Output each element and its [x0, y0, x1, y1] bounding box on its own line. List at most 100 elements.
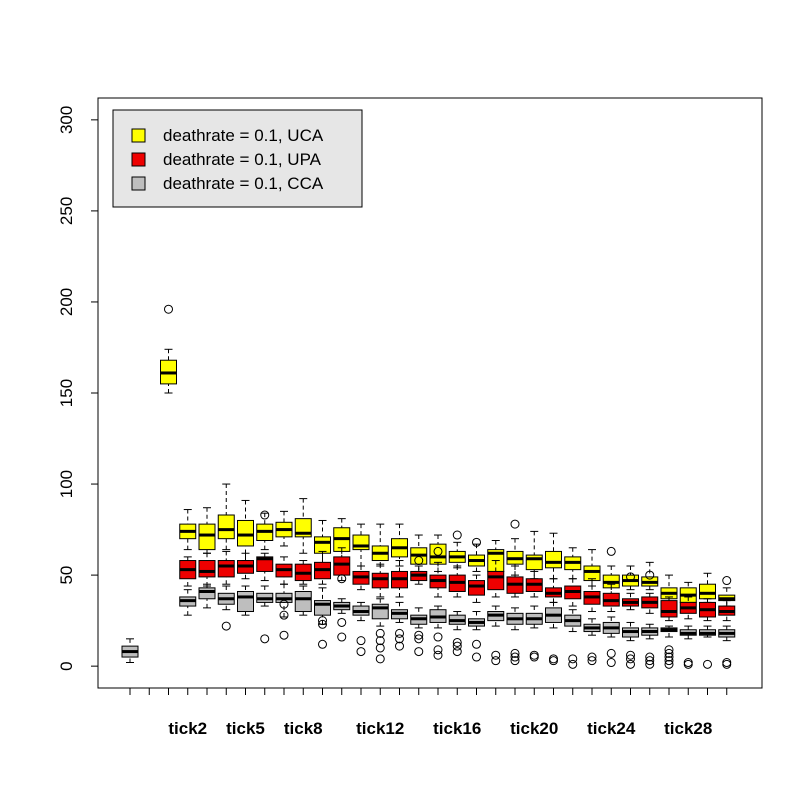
box-group: [602, 583, 620, 613]
box-group: [660, 625, 678, 669]
box-group: [660, 596, 678, 622]
box-group: [333, 547, 351, 584]
box: [371, 572, 389, 589]
plot-frame: [97, 97, 763, 689]
box-group: [237, 499, 254, 562]
outlier: [414, 556, 424, 566]
box-group: [294, 560, 312, 585]
outlier: [587, 656, 597, 666]
box-group: [525, 570, 543, 598]
outlier: [337, 574, 347, 584]
x-tick-label: tick8: [284, 719, 323, 738]
legend-box: [112, 109, 363, 208]
box-group: [468, 574, 485, 603]
box: [237, 519, 254, 547]
outlier: [529, 650, 539, 660]
outlier: [318, 619, 327, 629]
box-group: [121, 638, 139, 664]
legend-label: deathrate = 0.1, UCA: [163, 126, 324, 145]
box-group: [641, 623, 659, 669]
outlier: [279, 610, 289, 620]
outlier: [260, 510, 270, 520]
outlier: [664, 656, 674, 666]
box-group: [448, 611, 466, 657]
outlier: [645, 656, 655, 666]
outlier: [472, 639, 481, 649]
box-group: [525, 605, 543, 662]
box-group: [468, 537, 485, 572]
box-group: [391, 560, 408, 598]
outlier: [491, 650, 501, 660]
outlier: [337, 632, 347, 642]
outlier: [645, 659, 655, 669]
box-group: [487, 560, 505, 598]
x-tick-label: tick5: [226, 719, 265, 738]
box-group: [487, 605, 505, 666]
outlier: [568, 654, 578, 664]
box-group: [371, 598, 389, 664]
outlier: [606, 546, 616, 556]
outlier: [375, 636, 385, 646]
x-tick-label: tick28: [664, 719, 712, 738]
box-group: [699, 598, 716, 622]
outlier: [626, 659, 635, 669]
outlier: [626, 654, 635, 664]
box: [487, 570, 505, 591]
box: [468, 580, 485, 596]
x-tick-label: tick20: [510, 719, 558, 738]
outlier: [626, 650, 635, 660]
box-group: [448, 530, 466, 569]
box-group: [160, 304, 177, 394]
box: [314, 536, 331, 554]
x-tick-label: tick24: [587, 719, 636, 738]
box-group: [198, 583, 216, 609]
box-group: [275, 583, 293, 640]
box-group: [294, 585, 312, 616]
outlier: [433, 546, 443, 556]
outlier: [683, 658, 693, 668]
outlier: [164, 304, 173, 314]
outlier: [510, 648, 520, 658]
box-group: [429, 605, 447, 660]
box-group: [256, 552, 274, 582]
outlier: [375, 654, 385, 664]
box-group: [275, 556, 293, 585]
outlier: [414, 647, 424, 657]
outlier: [606, 658, 616, 668]
box-group: [641, 561, 659, 591]
box-group: [506, 565, 524, 598]
box-group: [217, 483, 235, 551]
box-group: [294, 498, 312, 554]
box-group: [641, 592, 659, 614]
outlier: [472, 652, 481, 662]
legend-swatch: [131, 128, 146, 143]
box-group: [333, 598, 351, 642]
box-group: [371, 563, 389, 598]
outlier: [395, 628, 404, 638]
y-tick-label: 200: [57, 288, 76, 316]
outlier: [510, 519, 520, 529]
box-group: [217, 585, 235, 631]
box: [217, 560, 235, 578]
box-group: [545, 532, 562, 580]
outlier: [703, 659, 712, 669]
box-group: [622, 565, 639, 591]
outlier: [452, 530, 462, 540]
box-group: [718, 625, 736, 669]
outlier: [472, 537, 481, 547]
box-group: [198, 552, 216, 587]
box-group: [564, 547, 582, 580]
outlier: [395, 641, 404, 651]
box-group: [314, 587, 331, 649]
y-tick-label: 300: [57, 106, 76, 134]
box-group: [314, 519, 331, 567]
box: [545, 550, 562, 569]
box-group: [179, 556, 197, 587]
outlier: [433, 645, 443, 655]
box-group: [371, 523, 389, 567]
outlier: [433, 650, 443, 660]
outlier: [722, 658, 732, 668]
outlier: [683, 659, 693, 669]
legend-swatch: [131, 152, 146, 167]
